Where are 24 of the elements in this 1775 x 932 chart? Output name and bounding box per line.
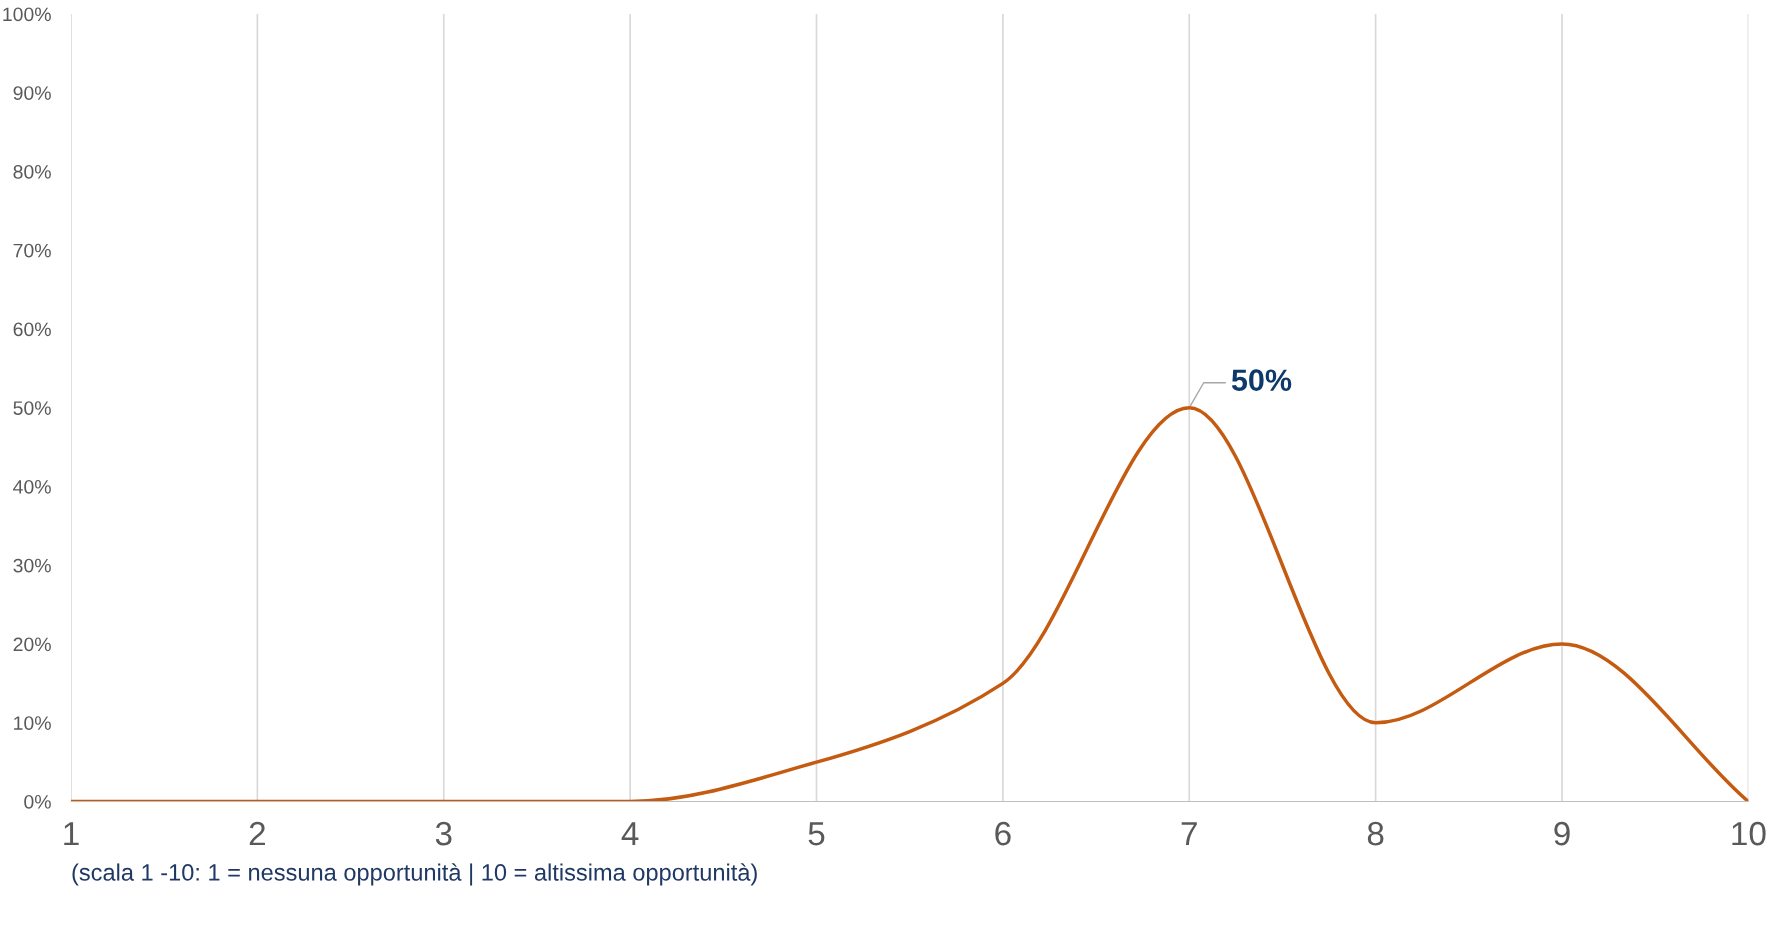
x-tick-label: 7 xyxy=(1181,822,1197,846)
y-tick-label: 40% xyxy=(13,479,51,494)
y-tick-label: 70% xyxy=(13,243,51,258)
x-tick-label: 6 xyxy=(995,821,1011,846)
line-series xyxy=(71,406,1749,802)
y-tick-label: 20% xyxy=(13,637,51,652)
x-tick-label: 4 xyxy=(621,822,639,846)
y-tick-label: 90% xyxy=(13,86,51,100)
y-tick-label: 60% xyxy=(13,322,51,337)
x-tick-label: 3 xyxy=(435,821,452,846)
data-label: 50% xyxy=(1231,369,1292,391)
x-tick-label: 8 xyxy=(1367,821,1384,846)
x-axis-title: (scala 1 -10: 1 = nessuna opportunità | 10 = altissima opportunità) xyxy=(72,863,757,886)
x-tick-label: 2 xyxy=(249,821,265,846)
y-tick-label: 10% xyxy=(14,716,51,730)
y-tick-label: 0% xyxy=(24,794,51,809)
y-tick-label: 100% xyxy=(3,7,51,22)
x-tick-label: 10 xyxy=(1732,821,1766,846)
y-tick-label: 80% xyxy=(13,164,51,179)
y-tick-label: 50% xyxy=(13,401,51,415)
y-tick-label: 30% xyxy=(13,558,51,573)
x-tick-label: 9 xyxy=(1554,821,1570,846)
x-tick-label: 5 xyxy=(808,822,825,846)
x-tick-label: 1 xyxy=(64,822,79,846)
